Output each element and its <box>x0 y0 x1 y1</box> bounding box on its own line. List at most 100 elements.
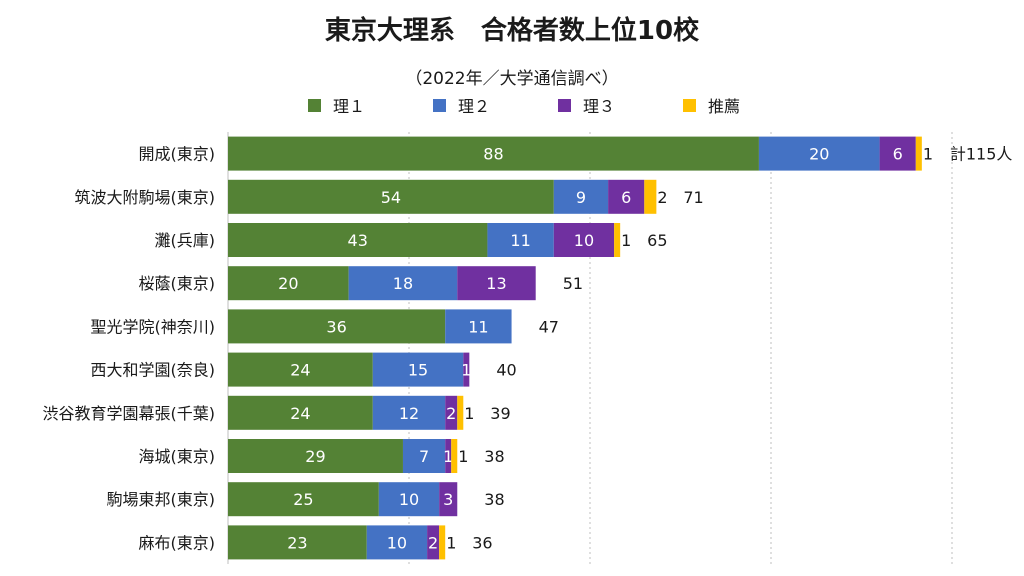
data-label: 2 <box>428 533 438 552</box>
data-label: 13 <box>486 274 506 293</box>
bar-segment <box>457 266 536 301</box>
data-label: 1 <box>923 145 933 164</box>
bar-segment <box>228 395 373 430</box>
legend-label: 推薦 <box>708 97 741 116</box>
data-label: 54 <box>381 188 401 207</box>
data-label: 24 <box>290 361 310 380</box>
legend-item-ri2: 理２ <box>433 93 490 117</box>
bar-segment <box>463 352 470 387</box>
bar-segment <box>228 223 488 257</box>
data-label: 15 <box>408 361 428 380</box>
legend: 理１ 理２ 理３ 推薦 <box>0 93 1024 117</box>
data-label: 10 <box>399 490 419 509</box>
bar-segment <box>228 352 373 387</box>
bar-segment <box>228 309 446 344</box>
legend-label: 理１ <box>333 97 366 116</box>
data-label: 18 <box>393 274 413 293</box>
data-label: 2 <box>657 188 667 207</box>
bar-segment <box>427 525 440 560</box>
legend-swatch <box>433 98 446 112</box>
data-label: 11 <box>510 231 530 250</box>
bar-segment <box>608 179 645 214</box>
data-label: 43 <box>348 231 368 250</box>
total-label: 47 <box>539 317 559 336</box>
bar-segment <box>445 439 452 473</box>
total-label: 計115人 <box>950 145 1013 164</box>
legend-item-ri1: 理１ <box>308 93 365 117</box>
bar-segment <box>228 136 759 171</box>
bar-segment <box>378 482 440 517</box>
total-label: 71 <box>683 188 703 207</box>
category-label: 聖光学院(神奈川) <box>91 317 216 336</box>
legend-label: 理２ <box>458 97 491 116</box>
bar-segment <box>644 179 657 214</box>
bar-segment <box>348 266 458 301</box>
bar-segment <box>445 395 458 430</box>
data-label: 9 <box>576 188 586 207</box>
bar-segment <box>228 179 554 214</box>
data-label: 11 <box>468 317 488 336</box>
total-label: 38 <box>484 490 504 509</box>
bar-segment <box>366 525 428 560</box>
chart-subtitle: （2022年／大学通信調べ） <box>405 69 619 89</box>
category-label: 開成(東京) <box>139 145 216 164</box>
data-label: 24 <box>290 404 310 423</box>
bar-segment <box>445 309 512 344</box>
data-label: 10 <box>387 533 407 552</box>
legend-swatch <box>558 98 571 112</box>
bar-segment <box>439 525 446 560</box>
bar-segment <box>228 439 403 473</box>
legend-item-ri3: 理３ <box>558 93 615 117</box>
bar-segment <box>402 439 446 473</box>
data-label: 20 <box>809 145 829 164</box>
bar-segment <box>614 223 621 257</box>
bar-segment <box>228 482 379 517</box>
category-label: 駒場東邦(東京) <box>107 490 216 509</box>
total-label: 51 <box>563 274 583 293</box>
bar-segment <box>457 395 464 430</box>
bar-segment <box>915 136 922 171</box>
data-label: 6 <box>893 145 903 164</box>
bar-segment <box>879 136 916 171</box>
category-label: 麻布(東京) <box>139 533 216 552</box>
data-label: 1 <box>443 447 453 466</box>
total-label: 39 <box>490 404 510 423</box>
bar-segment <box>439 482 458 517</box>
legend-swatch <box>683 98 696 112</box>
bar-segment <box>553 179 609 214</box>
data-label: 6 <box>621 188 631 207</box>
category-label: 西大和学園(奈良) <box>91 361 216 380</box>
category-label: 灘(兵庫) <box>155 231 216 250</box>
data-label: 7 <box>419 447 429 466</box>
data-label: 2 <box>446 404 456 423</box>
total-label: 40 <box>496 361 516 380</box>
legend-item-suisen: 推薦 <box>683 93 740 117</box>
data-label: 1 <box>446 533 456 552</box>
bar-segment <box>451 439 458 473</box>
total-label: 38 <box>484 447 504 466</box>
legend-swatch <box>308 98 321 112</box>
bar-segment <box>372 395 446 430</box>
data-label: 12 <box>399 404 419 423</box>
data-label: 29 <box>305 447 325 466</box>
data-label: 10 <box>574 231 594 250</box>
chart-title: 東京大理系 合格者数上位10校 <box>324 16 700 46</box>
data-label: 23 <box>287 533 307 552</box>
category-label: 桜蔭(東京) <box>139 274 216 293</box>
data-label: 1 <box>458 447 468 466</box>
category-label: 筑波大附駒場(東京) <box>75 188 216 207</box>
data-label: 36 <box>326 317 346 336</box>
bar-segment <box>758 136 880 171</box>
bar-segment <box>228 525 367 560</box>
legend-label: 理３ <box>583 97 616 116</box>
total-label: 65 <box>647 231 667 250</box>
category-label: 海城(東京) <box>139 447 216 466</box>
category-label: 渋谷教育学園幕張(千葉) <box>43 404 216 423</box>
data-label: 1 <box>464 404 474 423</box>
bar-segment <box>487 223 554 257</box>
data-label: 1 <box>461 361 471 380</box>
data-label: 1 <box>621 231 631 250</box>
data-label: 3 <box>443 490 453 509</box>
data-label: 88 <box>483 145 503 164</box>
